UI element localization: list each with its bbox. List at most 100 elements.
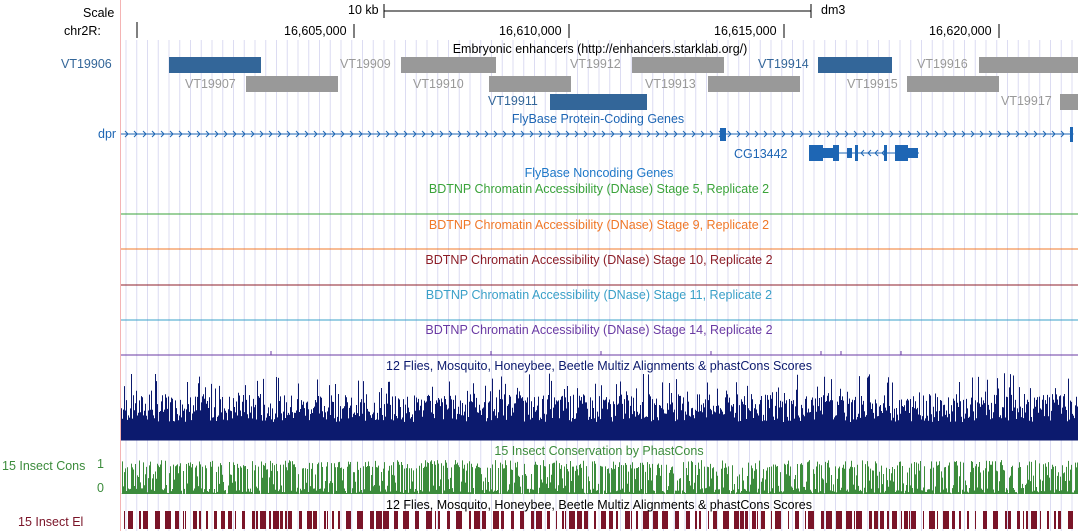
strand-arrow xyxy=(358,130,363,138)
strand-arrow xyxy=(637,130,642,138)
enhancer-label[interactable]: VT19915 xyxy=(847,77,898,91)
conserved-element xyxy=(547,511,550,529)
enhancer-label[interactable]: VT19914 xyxy=(758,57,809,71)
strand-arrow xyxy=(574,130,579,138)
strand-arrow xyxy=(457,130,462,138)
conserved-element xyxy=(536,511,542,529)
strand-arrow xyxy=(691,130,696,138)
cg13442-exon xyxy=(884,145,887,161)
track-graphics xyxy=(121,4,1078,529)
enhancer-label[interactable]: VT19917 xyxy=(1001,94,1052,108)
strand-arrow xyxy=(736,130,741,138)
track-area[interactable]: 10 kb dm3 16,605,000 16,610,000 16,615,0… xyxy=(121,0,1078,531)
strand-arrow xyxy=(277,130,282,138)
conserved-element xyxy=(993,511,998,529)
conserved-element xyxy=(892,511,897,529)
dnase-stage11-title[interactable]: BDTNP Chromatin Accessibility (DNase) St… xyxy=(425,288,773,302)
strand-arrow xyxy=(214,130,219,138)
strand-arrow xyxy=(520,130,525,138)
conserved-element xyxy=(346,511,351,529)
enhancer-label[interactable]: VT19913 xyxy=(645,77,696,91)
enhancer-label[interactable]: VT19909 xyxy=(340,57,391,71)
strand-arrow xyxy=(871,130,876,138)
enhancer-box xyxy=(979,57,1078,73)
flybase-noncoding-title[interactable]: FlyBase Noncoding Genes xyxy=(524,166,674,180)
conserved-element xyxy=(983,511,987,529)
strand-arrow xyxy=(556,130,561,138)
strand-arrow xyxy=(169,130,174,138)
conserved-element xyxy=(438,511,440,529)
conserved-element xyxy=(1031,511,1037,529)
conserved-element xyxy=(221,511,225,529)
dpr-exon xyxy=(1070,127,1073,142)
insect-cons-side-label[interactable]: 15 Insect Cons xyxy=(2,459,86,473)
conserved-element xyxy=(338,511,340,529)
conserved-element xyxy=(474,511,480,529)
conserved-element xyxy=(185,511,186,529)
conserved-element xyxy=(901,511,902,529)
strand-arrow xyxy=(304,130,309,138)
enhancer-box xyxy=(169,57,261,73)
conserved-element xyxy=(909,511,910,529)
conserved-element xyxy=(771,511,772,529)
insect-el-side-label[interactable]: 15 Insect El xyxy=(18,515,84,529)
strand-arrow xyxy=(988,130,993,138)
strand-arrow xyxy=(881,149,886,157)
cg13442-label[interactable]: CG13442 xyxy=(734,147,788,161)
conserved-element xyxy=(734,511,739,529)
dnase-stage14-title[interactable]: BDTNP Chromatin Accessibility (DNase) St… xyxy=(425,323,773,337)
multiz-title[interactable]: 12 Flies, Mosquito, Honeybee, Beetle Mul… xyxy=(386,359,812,373)
enhancer-label[interactable]: VT19911 xyxy=(488,94,538,108)
conserved-element xyxy=(675,511,679,529)
strand-arrow xyxy=(133,130,138,138)
enhancer-box xyxy=(1060,94,1078,110)
strand-arrow xyxy=(745,130,750,138)
enhancer-label[interactable]: VT19907 xyxy=(185,77,236,91)
conserved-element xyxy=(370,511,374,529)
enhancers-track-title[interactable]: Embryonic enhancers (http://enhancers.st… xyxy=(452,42,748,56)
conserved-element xyxy=(214,511,217,529)
strand-arrow xyxy=(862,130,867,138)
enhancer-label[interactable]: VT19916 xyxy=(917,57,968,71)
strand-arrow xyxy=(196,130,201,138)
enhancer-label[interactable]: VT19910 xyxy=(413,77,464,91)
strand-arrow xyxy=(673,130,678,138)
flybase-coding-title[interactable]: FlyBase Protein-Coding Genes xyxy=(511,112,685,126)
enhancer-box xyxy=(818,57,892,73)
conserved-element xyxy=(313,511,317,529)
enhancer-label[interactable]: VT19912 xyxy=(570,57,621,71)
conserved-element xyxy=(403,511,409,529)
dnase-stage9-title[interactable]: BDTNP Chromatin Accessibility (DNase) St… xyxy=(428,218,770,232)
conserved-element xyxy=(299,511,302,529)
conserved-element xyxy=(193,511,197,529)
strand-arrow xyxy=(232,130,237,138)
dnase-stage10-title[interactable]: BDTNP Chromatin Accessibility (DNase) St… xyxy=(425,253,773,267)
strand-arrow xyxy=(952,130,957,138)
enhancer-side-label[interactable]: VT19906 xyxy=(61,57,112,71)
strand-arrow xyxy=(610,130,615,138)
insect-cons-max-label: 1 xyxy=(97,457,104,471)
strand-arrow xyxy=(511,130,516,138)
strand-arrow xyxy=(142,130,147,138)
conserved-element xyxy=(562,511,564,529)
dpr-side-label[interactable]: dpr xyxy=(98,127,117,141)
strand-arrow xyxy=(295,130,300,138)
conserved-element xyxy=(975,511,976,529)
conserved-element xyxy=(808,511,814,529)
strand-arrow xyxy=(997,130,1002,138)
insect-el-title[interactable]: 12 Flies, Mosquito, Honeybee, Beetle Mul… xyxy=(386,498,812,512)
dnase-stage5-title[interactable]: BDTNP Chromatin Accessibility (DNase) St… xyxy=(428,182,770,196)
insect-cons-wiggle xyxy=(121,460,1078,494)
ruler-tick-label: 16,615,000 xyxy=(714,24,777,38)
strand-arrow xyxy=(529,130,534,138)
strand-arrow xyxy=(874,149,879,157)
insect-cons-title[interactable]: 15 Insect Conservation by PhastCons xyxy=(494,444,704,458)
ruler-tick-label: 16,610,000 xyxy=(499,24,562,38)
strand-arrow xyxy=(1051,130,1056,138)
strand-arrow xyxy=(538,130,543,138)
strand-arrow xyxy=(970,130,975,138)
strand-arrow xyxy=(763,130,768,138)
conserved-element xyxy=(943,511,949,529)
conserved-element xyxy=(280,511,283,529)
